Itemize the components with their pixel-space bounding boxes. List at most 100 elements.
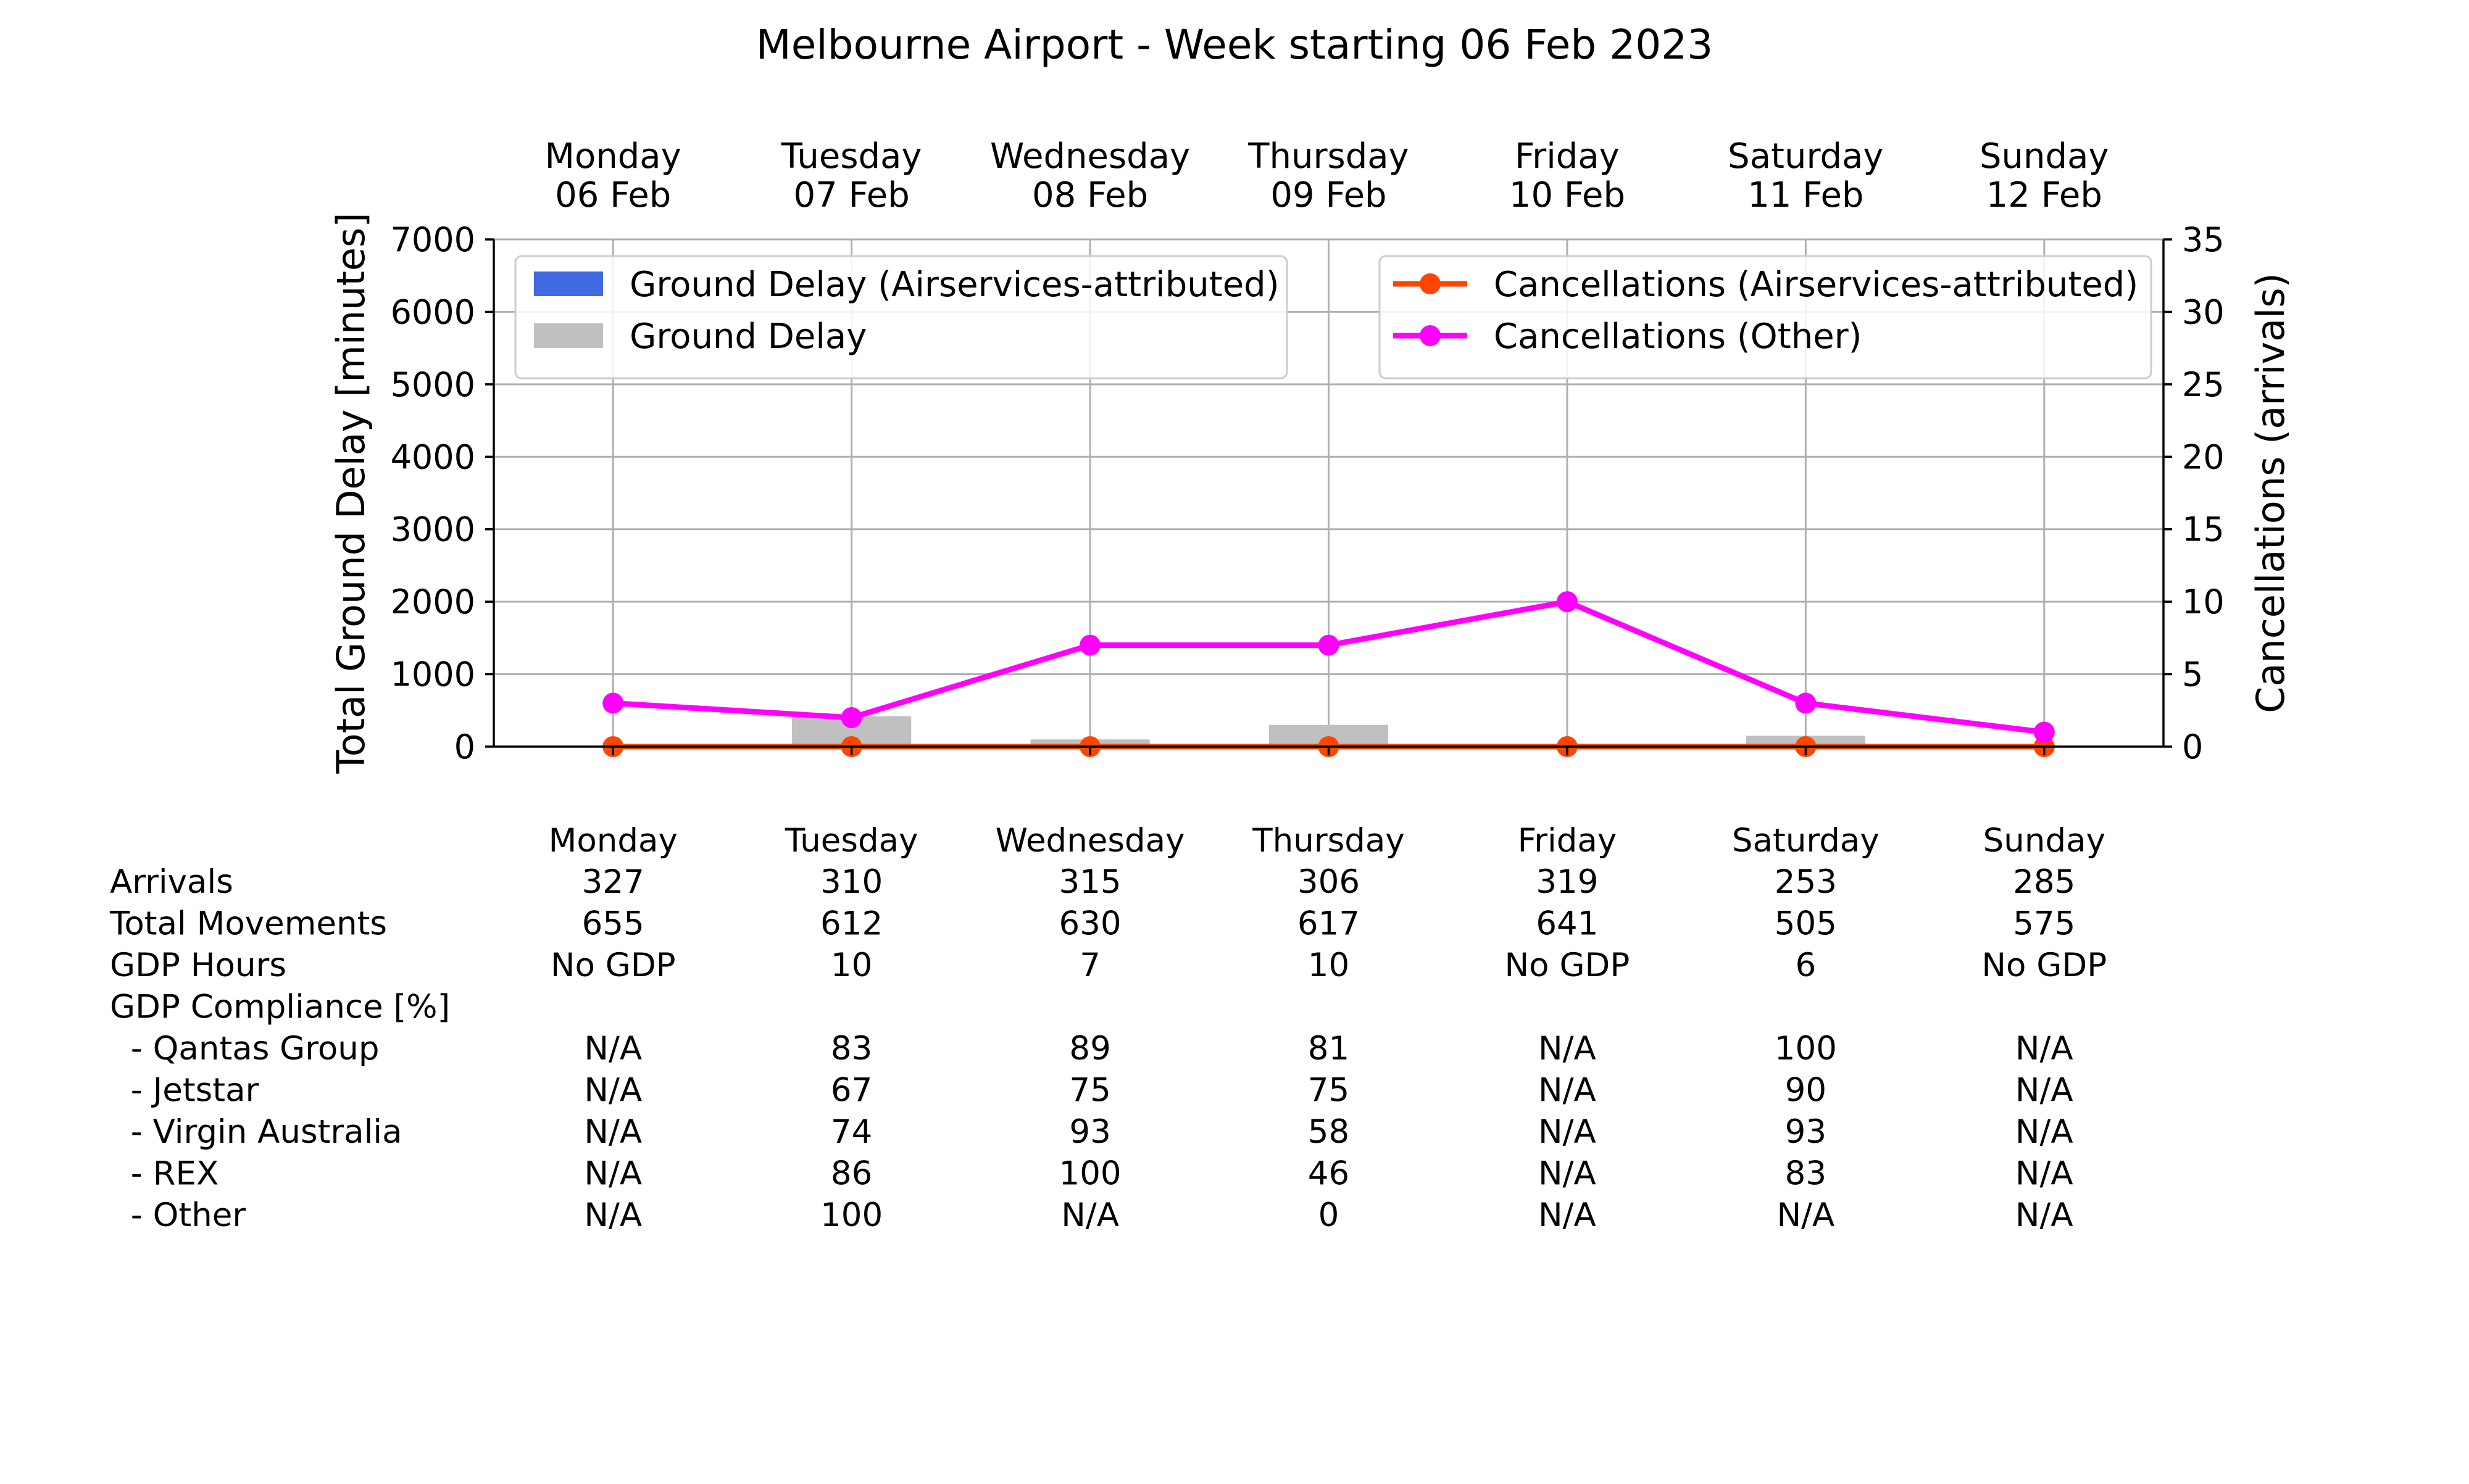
legend-right-swatch-marker-0 bbox=[1420, 273, 1441, 294]
legend-right-label-1: Cancellations (Other) bbox=[1494, 317, 1862, 357]
left-tick-label-5: 5000 bbox=[391, 365, 475, 404]
date-header-wednesday: 08 Feb bbox=[1032, 175, 1148, 215]
legend-left-label-0: Ground Delay (Airservices-attributed) bbox=[630, 265, 1280, 305]
table-cell: 74 bbox=[831, 1113, 872, 1151]
table-cell: N/A bbox=[584, 1155, 642, 1193]
date-header-friday: 10 Feb bbox=[1509, 175, 1625, 215]
table-cell: N/A bbox=[1538, 1113, 1596, 1151]
table-row-label: - Virgin Australia bbox=[110, 1113, 402, 1151]
point-cancellations-other-friday bbox=[1556, 591, 1578, 613]
legend-left-swatch-1 bbox=[534, 323, 603, 348]
legend-lines: Cancellations (Airservices-attributed) Ca… bbox=[1378, 255, 2152, 379]
legend-right-frame bbox=[1378, 255, 2152, 379]
table-cell: 93 bbox=[1069, 1113, 1110, 1151]
right-tick-label-4: 20 bbox=[2182, 437, 2225, 476]
table-cell: N/A bbox=[2015, 1113, 2073, 1151]
date-header-saturday: 11 Feb bbox=[1747, 175, 1863, 215]
right-tick-label-7: 35 bbox=[2182, 220, 2225, 259]
left-tick-label-4: 4000 bbox=[391, 437, 475, 476]
table-header-saturday: Saturday bbox=[1732, 822, 1880, 860]
table-row-label: - Jetstar bbox=[110, 1072, 259, 1109]
legend-bars: Ground Delay (Airservices-attributed) Gro… bbox=[514, 255, 1288, 379]
table-cell: 81 bbox=[1308, 1030, 1349, 1067]
table-row-label: Total Movements bbox=[109, 905, 387, 943]
left-tick-label-7: 7000 bbox=[391, 220, 475, 259]
table-cell: 89 bbox=[1069, 1030, 1110, 1067]
right-tick-label-1: 5 bbox=[2182, 655, 2203, 694]
right-tick-label-6: 30 bbox=[2182, 292, 2225, 331]
table-cell: N/A bbox=[584, 1113, 642, 1151]
point-cancellations-other-monday bbox=[602, 692, 624, 714]
table-cell: N/A bbox=[1061, 1196, 1119, 1234]
table-cell: 90 bbox=[1785, 1072, 1826, 1109]
day-header-saturday: Saturday bbox=[1728, 136, 1883, 176]
left-tick-label-6: 6000 bbox=[391, 292, 475, 331]
table-cell: N/A bbox=[2015, 1072, 2073, 1109]
day-header-thursday: Thursday bbox=[1247, 136, 1409, 176]
table-cell: N/A bbox=[584, 1072, 642, 1109]
date-header-tuesday: 07 Feb bbox=[794, 175, 910, 215]
table-cell: 310 bbox=[820, 863, 883, 901]
legend-right-label-0: Cancellations (Airservices-attributed) bbox=[1494, 265, 2138, 305]
day-header-sunday: Sunday bbox=[1980, 136, 2109, 176]
table-cell: 100 bbox=[1775, 1030, 1837, 1067]
table-cell: N/A bbox=[1538, 1030, 1596, 1067]
table-cell: 10 bbox=[831, 947, 872, 984]
table-cell: 100 bbox=[1059, 1155, 1121, 1193]
table-cell: N/A bbox=[2015, 1030, 2073, 1067]
table-cell: N/A bbox=[584, 1030, 642, 1067]
table-header-friday: Friday bbox=[1518, 822, 1617, 860]
table-cell: 10 bbox=[1308, 947, 1349, 984]
table-header-tuesday: Tuesday bbox=[785, 822, 918, 860]
table-cell: 86 bbox=[831, 1155, 872, 1193]
table-header-thursday: Thursday bbox=[1252, 822, 1404, 860]
table-cell: N/A bbox=[584, 1196, 642, 1234]
table-header-wednesday: Wednesday bbox=[996, 822, 1185, 860]
table-cell: 83 bbox=[1785, 1155, 1826, 1193]
table-cell: 315 bbox=[1059, 863, 1121, 901]
table-row-label: - Qantas Group bbox=[110, 1030, 380, 1067]
table-header-monday: Monday bbox=[549, 822, 678, 860]
table-cell: 67 bbox=[831, 1072, 872, 1109]
date-header-thursday: 09 Feb bbox=[1270, 175, 1386, 215]
table-cell: 612 bbox=[820, 905, 883, 943]
table-cell: 75 bbox=[1069, 1072, 1110, 1109]
point-cancellations-other-thursday bbox=[1318, 634, 1339, 656]
table-cell: N/A bbox=[2015, 1196, 2073, 1234]
table-cell: 641 bbox=[1536, 905, 1598, 943]
table-cell: 285 bbox=[2013, 863, 2075, 901]
date-header-sunday: 12 Feb bbox=[1986, 175, 2102, 215]
table-row-label: GDP Hours bbox=[110, 947, 286, 984]
left-tick-label-1: 1000 bbox=[391, 655, 475, 694]
axes-layer: 0 1000 2000 3000 4000 5000 6000 7000 0 5 10 15 20 25 3… bbox=[328, 212, 2293, 774]
table-cell: 0 bbox=[1318, 1196, 1339, 1234]
table-cell: 253 bbox=[1775, 863, 1837, 901]
table-header-sunday: Sunday bbox=[1983, 822, 2105, 860]
point-cancellations-other-tuesday bbox=[841, 707, 862, 729]
legend-right-swatch-marker-1 bbox=[1420, 325, 1441, 346]
left-tick-label-0: 0 bbox=[454, 727, 475, 766]
table-cell: 505 bbox=[1775, 905, 1837, 943]
table-cell: 6 bbox=[1795, 947, 1816, 984]
table-cell: 83 bbox=[831, 1030, 872, 1067]
table-cell: 575 bbox=[2013, 905, 2075, 943]
table-cell: 46 bbox=[1308, 1155, 1349, 1193]
left-axis-label: Total Ground Delay [minutes] bbox=[328, 212, 373, 774]
day-header-friday: Friday bbox=[1515, 136, 1620, 176]
table-cell: No GDP bbox=[1505, 947, 1630, 984]
right-tick-label-3: 15 bbox=[2182, 510, 2225, 549]
table-cell: N/A bbox=[1538, 1196, 1596, 1234]
table-cell: No GDP bbox=[1981, 947, 2107, 984]
day-header-tuesday: Tuesday bbox=[781, 136, 922, 176]
table-cell: 306 bbox=[1297, 863, 1360, 901]
table-cell: 327 bbox=[582, 863, 644, 901]
legend-left-swatch-0 bbox=[534, 272, 603, 296]
table-cell: 617 bbox=[1297, 905, 1360, 943]
left-tick-label-2: 2000 bbox=[391, 582, 475, 621]
table-cell: 655 bbox=[582, 905, 644, 943]
table-cell: 58 bbox=[1308, 1113, 1349, 1151]
right-tick-label-0: 0 bbox=[2182, 727, 2203, 766]
table-cell: 93 bbox=[1785, 1113, 1826, 1151]
